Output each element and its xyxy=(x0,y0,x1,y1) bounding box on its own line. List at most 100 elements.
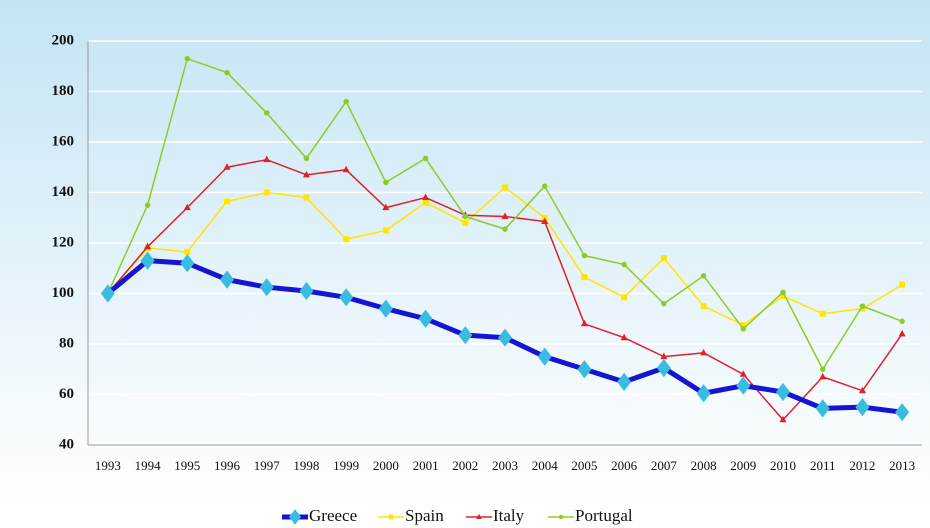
marker xyxy=(541,183,548,189)
marker xyxy=(577,360,592,379)
x-tick-label: 1997 xyxy=(254,458,281,473)
marker xyxy=(144,202,151,208)
marker xyxy=(656,358,671,378)
marker xyxy=(776,382,790,402)
x-tick-label: 2006 xyxy=(611,458,638,473)
marker xyxy=(740,326,747,332)
marker xyxy=(303,194,310,201)
x-tick-label: 2013 xyxy=(889,458,915,473)
x-tick-label: 2010 xyxy=(770,458,796,473)
marker xyxy=(382,227,389,234)
marker xyxy=(696,384,711,403)
marker xyxy=(184,248,191,255)
marker xyxy=(183,203,191,211)
marker xyxy=(263,155,271,163)
marker xyxy=(382,203,390,211)
marker xyxy=(858,386,866,394)
marker xyxy=(660,352,668,360)
marker xyxy=(303,155,310,162)
marker xyxy=(898,329,906,337)
legend-marker xyxy=(476,513,482,519)
marker xyxy=(617,372,632,391)
marker xyxy=(740,322,747,329)
marker xyxy=(780,289,786,295)
x-tick-label: 1998 xyxy=(293,458,319,473)
x-tick-label: 2008 xyxy=(691,458,717,473)
marker xyxy=(501,212,509,219)
marker xyxy=(458,326,473,345)
marker xyxy=(541,217,549,225)
x-tick-label: 2000 xyxy=(373,458,399,473)
marker xyxy=(378,299,393,318)
marker xyxy=(144,242,152,250)
legend-label: Spain xyxy=(405,506,444,525)
marker xyxy=(620,333,628,341)
marker xyxy=(779,415,787,423)
marker xyxy=(339,288,354,307)
marker xyxy=(502,184,508,191)
x-tick-label: 2009 xyxy=(730,458,756,473)
legend-marker xyxy=(558,514,564,520)
x-tick-label: 2012 xyxy=(849,458,875,473)
x-tick-label: 2001 xyxy=(413,458,439,473)
marker xyxy=(140,251,155,270)
marker xyxy=(895,403,910,422)
marker xyxy=(502,226,508,232)
marker xyxy=(259,278,274,297)
marker xyxy=(498,328,512,347)
marker xyxy=(581,252,588,259)
legend-label: Portugal xyxy=(575,506,633,525)
marker xyxy=(223,163,231,170)
marker xyxy=(581,274,588,281)
marker xyxy=(343,236,350,243)
marker xyxy=(700,348,708,356)
y-tick-label: 80 xyxy=(59,335,74,351)
marker xyxy=(855,398,870,417)
legend-marker xyxy=(289,509,301,525)
marker xyxy=(819,372,827,380)
marker xyxy=(815,399,830,418)
marker xyxy=(422,199,429,206)
marker xyxy=(739,370,747,377)
marker xyxy=(184,55,191,62)
y-tick-label: 120 xyxy=(52,234,75,250)
marker xyxy=(537,347,552,366)
marker xyxy=(462,219,469,226)
marker xyxy=(224,198,230,205)
marker xyxy=(342,165,350,173)
x-tick-label: 1996 xyxy=(214,458,241,473)
marker xyxy=(299,281,314,301)
x-tick-label: 1999 xyxy=(333,458,359,473)
marker xyxy=(422,193,430,201)
y-tick-label: 140 xyxy=(52,184,75,200)
marker xyxy=(899,281,906,288)
legend-label: Italy xyxy=(493,506,525,525)
y-tick-label: 40 xyxy=(59,436,74,452)
marker xyxy=(660,255,667,262)
y-tick-label: 100 xyxy=(52,285,75,301)
marker xyxy=(343,98,349,105)
marker xyxy=(462,213,469,220)
marker xyxy=(859,303,866,309)
marker xyxy=(700,273,707,279)
x-tick-label: 1993 xyxy=(95,458,121,473)
x-tick-label: 1994 xyxy=(135,458,162,473)
marker xyxy=(422,155,429,162)
marker xyxy=(302,170,310,178)
marker xyxy=(580,319,588,327)
marker xyxy=(700,303,707,310)
x-tick-label: 2007 xyxy=(651,458,678,473)
legend-marker xyxy=(388,514,394,520)
y-tick-label: 60 xyxy=(59,386,74,402)
marker xyxy=(383,179,389,186)
marker xyxy=(263,189,270,196)
marker xyxy=(100,284,115,303)
x-tick-label: 2011 xyxy=(810,458,836,473)
x-tick-label: 2005 xyxy=(571,458,597,473)
marker xyxy=(736,376,751,395)
y-tick-label: 200 xyxy=(52,32,75,48)
marker xyxy=(220,270,234,289)
marker xyxy=(418,309,433,328)
y-tick-label: 160 xyxy=(52,133,75,149)
